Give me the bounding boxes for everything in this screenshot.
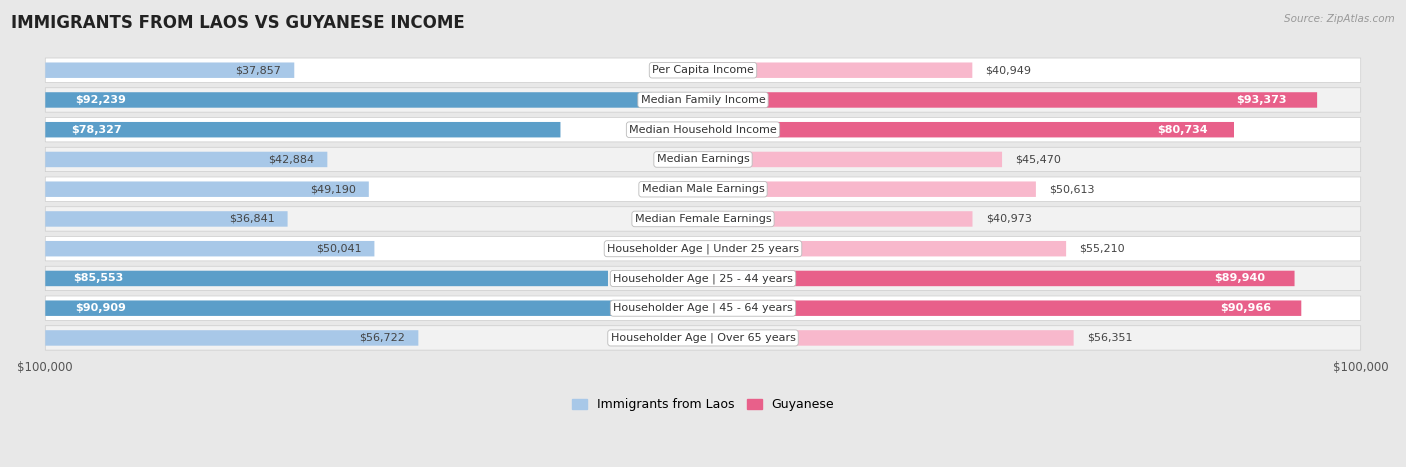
FancyBboxPatch shape [703, 122, 1234, 137]
Text: $78,327: $78,327 [72, 125, 122, 134]
Text: Per Capita Income: Per Capita Income [652, 65, 754, 75]
FancyBboxPatch shape [703, 92, 1317, 108]
FancyBboxPatch shape [703, 211, 973, 226]
Text: $85,553: $85,553 [73, 274, 124, 283]
Text: $42,884: $42,884 [269, 155, 314, 164]
FancyBboxPatch shape [45, 118, 1361, 142]
Text: $90,966: $90,966 [1220, 303, 1271, 313]
Text: $56,351: $56,351 [1087, 333, 1132, 343]
FancyBboxPatch shape [45, 88, 1361, 112]
Text: Source: ZipAtlas.com: Source: ZipAtlas.com [1284, 14, 1395, 24]
FancyBboxPatch shape [45, 122, 561, 137]
FancyBboxPatch shape [45, 326, 1361, 350]
FancyBboxPatch shape [45, 58, 1361, 82]
Text: Median Household Income: Median Household Income [628, 125, 778, 134]
Text: $80,734: $80,734 [1157, 125, 1208, 134]
FancyBboxPatch shape [45, 147, 1361, 172]
FancyBboxPatch shape [45, 271, 607, 286]
Text: $37,857: $37,857 [235, 65, 281, 75]
Text: Median Male Earnings: Median Male Earnings [641, 184, 765, 194]
FancyBboxPatch shape [703, 152, 1002, 167]
Text: $90,909: $90,909 [75, 303, 127, 313]
FancyBboxPatch shape [703, 300, 1302, 316]
Text: Householder Age | Over 65 years: Householder Age | Over 65 years [610, 333, 796, 343]
FancyBboxPatch shape [45, 236, 1361, 261]
FancyBboxPatch shape [45, 300, 643, 316]
Text: $89,940: $89,940 [1213, 274, 1265, 283]
FancyBboxPatch shape [45, 182, 368, 197]
FancyBboxPatch shape [703, 271, 1295, 286]
FancyBboxPatch shape [45, 207, 1361, 231]
Text: $93,373: $93,373 [1236, 95, 1286, 105]
Text: $49,190: $49,190 [309, 184, 356, 194]
Text: Householder Age | Under 25 years: Householder Age | Under 25 years [607, 243, 799, 254]
FancyBboxPatch shape [703, 330, 1074, 346]
FancyBboxPatch shape [703, 63, 973, 78]
FancyBboxPatch shape [45, 92, 652, 108]
FancyBboxPatch shape [45, 241, 374, 256]
Text: $45,470: $45,470 [1015, 155, 1062, 164]
Text: $50,041: $50,041 [315, 244, 361, 254]
Text: Householder Age | 25 - 44 years: Householder Age | 25 - 44 years [613, 273, 793, 283]
FancyBboxPatch shape [703, 182, 1036, 197]
Text: Householder Age | 45 - 64 years: Householder Age | 45 - 64 years [613, 303, 793, 313]
FancyBboxPatch shape [45, 330, 419, 346]
Text: $36,841: $36,841 [229, 214, 274, 224]
FancyBboxPatch shape [45, 266, 1361, 290]
FancyBboxPatch shape [45, 211, 288, 226]
Text: $40,973: $40,973 [986, 214, 1032, 224]
Text: Median Female Earnings: Median Female Earnings [634, 214, 772, 224]
FancyBboxPatch shape [45, 152, 328, 167]
Text: IMMIGRANTS FROM LAOS VS GUYANESE INCOME: IMMIGRANTS FROM LAOS VS GUYANESE INCOME [11, 14, 465, 32]
Text: Median Family Income: Median Family Income [641, 95, 765, 105]
Text: Median Earnings: Median Earnings [657, 155, 749, 164]
Legend: Immigrants from Laos, Guyanese: Immigrants from Laos, Guyanese [567, 393, 839, 416]
FancyBboxPatch shape [45, 177, 1361, 201]
FancyBboxPatch shape [45, 63, 294, 78]
FancyBboxPatch shape [45, 296, 1361, 320]
Text: $56,722: $56,722 [360, 333, 405, 343]
Text: $92,239: $92,239 [76, 95, 127, 105]
Text: $55,210: $55,210 [1080, 244, 1125, 254]
Text: $50,613: $50,613 [1049, 184, 1094, 194]
FancyBboxPatch shape [703, 241, 1066, 256]
Text: $40,949: $40,949 [986, 65, 1032, 75]
